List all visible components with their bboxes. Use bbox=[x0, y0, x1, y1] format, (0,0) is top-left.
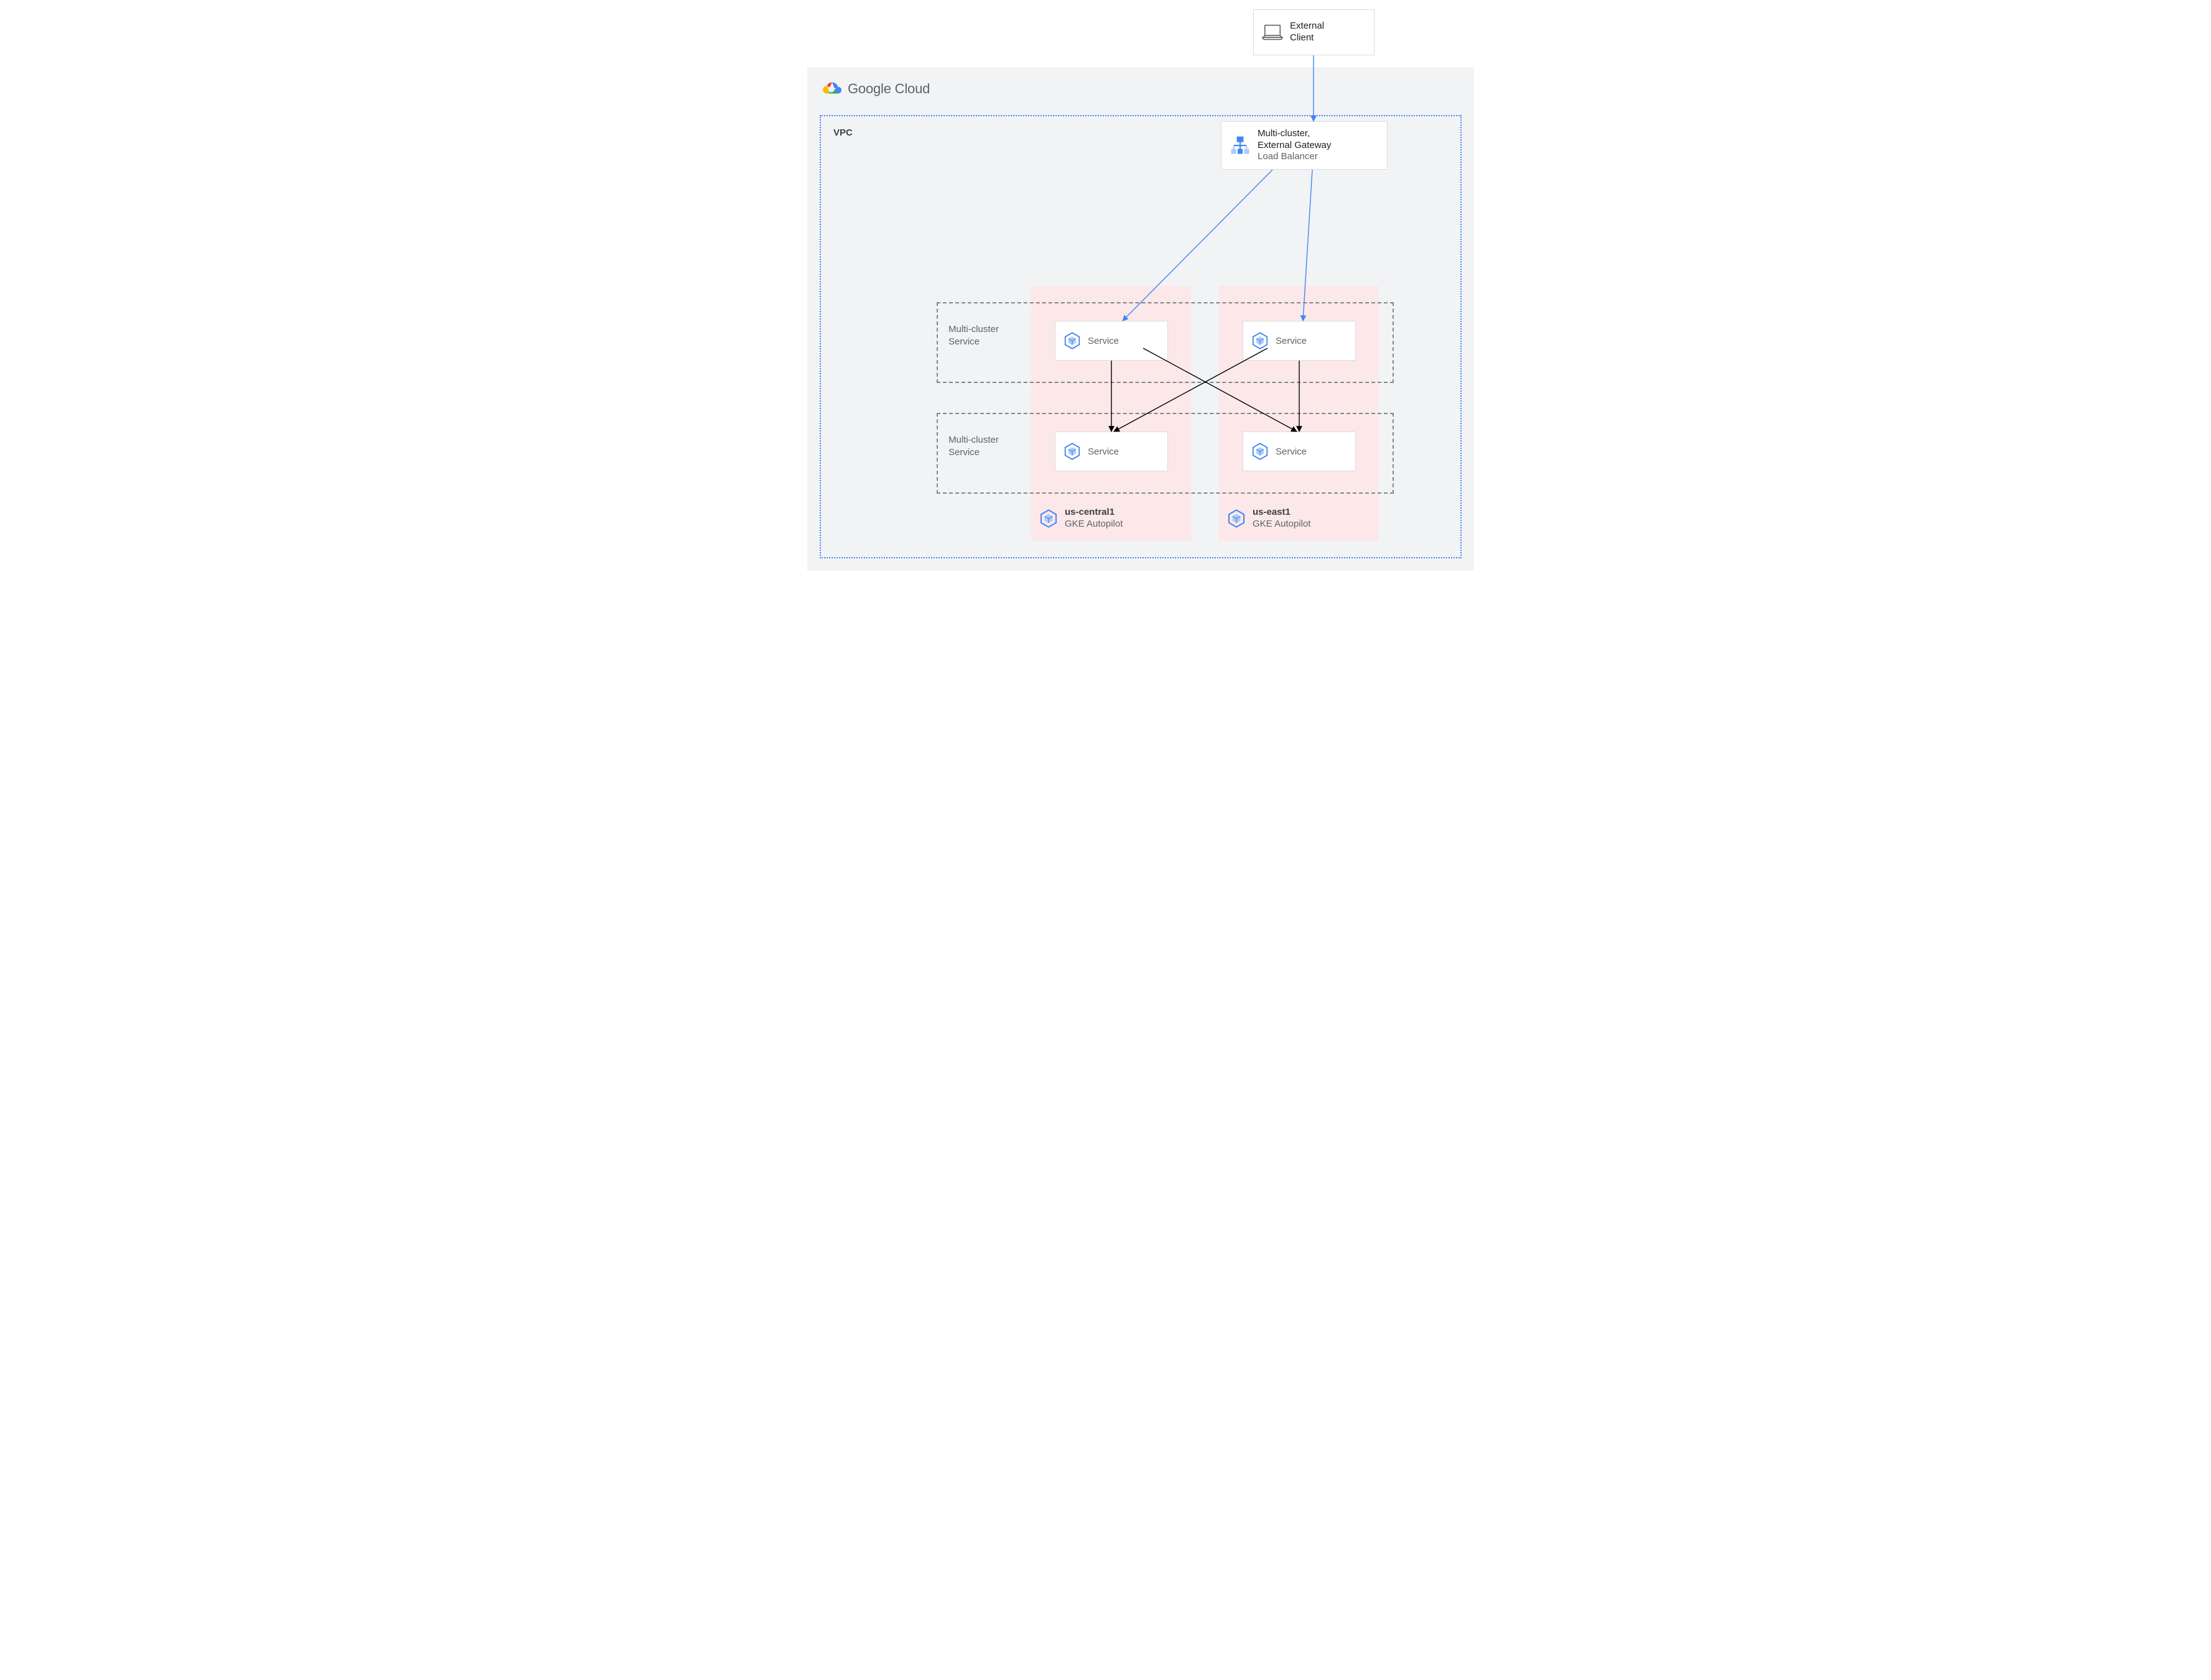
architecture-diagram: Google Cloud VPC Multi-clusterService Mu… bbox=[715, 0, 1496, 594]
service-box: Service bbox=[1055, 321, 1168, 361]
gateway-line1: Multi-cluster, bbox=[1258, 128, 1331, 140]
service-box: Service bbox=[1243, 432, 1356, 471]
cluster-label-us-east1: us-east1GKE Autopilot bbox=[1226, 507, 1310, 530]
laptop-icon bbox=[1261, 23, 1284, 42]
gateway-box: Multi-cluster, External Gateway Load Bal… bbox=[1221, 121, 1388, 170]
service-label: Service bbox=[1276, 446, 1307, 457]
gke-icon bbox=[1063, 331, 1082, 350]
mcs-label-top: Multi-clusterService bbox=[948, 323, 999, 348]
mcs-label-bottom: Multi-clusterService bbox=[948, 434, 999, 458]
service-label: Service bbox=[1088, 336, 1119, 346]
cluster-sub: GKE Autopilot bbox=[1065, 519, 1123, 530]
load-balancer-icon bbox=[1229, 134, 1251, 157]
gke-icon bbox=[1226, 509, 1246, 528]
vpc-label: VPC bbox=[833, 127, 853, 138]
google-cloud-logo: Google Cloud bbox=[823, 81, 930, 97]
cluster-sub: GKE Autopilot bbox=[1253, 519, 1310, 530]
gateway-line3: Load Balancer bbox=[1258, 151, 1331, 163]
external-client-line2: Client bbox=[1290, 32, 1324, 44]
external-client-line1: External bbox=[1290, 21, 1324, 32]
google-cloud-icon bbox=[823, 81, 841, 96]
google-cloud-text: Google Cloud bbox=[848, 81, 930, 97]
cluster-name: us-central1 bbox=[1065, 507, 1123, 519]
service-box: Service bbox=[1055, 432, 1168, 471]
service-label: Service bbox=[1088, 446, 1119, 457]
gke-icon bbox=[1063, 442, 1082, 461]
gke-icon bbox=[1039, 509, 1059, 528]
cluster-name: us-east1 bbox=[1253, 507, 1310, 519]
service-box: Service bbox=[1243, 321, 1356, 361]
gke-icon bbox=[1251, 442, 1269, 461]
service-label: Service bbox=[1276, 336, 1307, 346]
external-client-box: External Client bbox=[1253, 9, 1374, 55]
cluster-label-us-central1: us-central1GKE Autopilot bbox=[1039, 507, 1123, 530]
gke-icon bbox=[1251, 331, 1269, 350]
gateway-line2: External Gateway bbox=[1258, 140, 1331, 152]
